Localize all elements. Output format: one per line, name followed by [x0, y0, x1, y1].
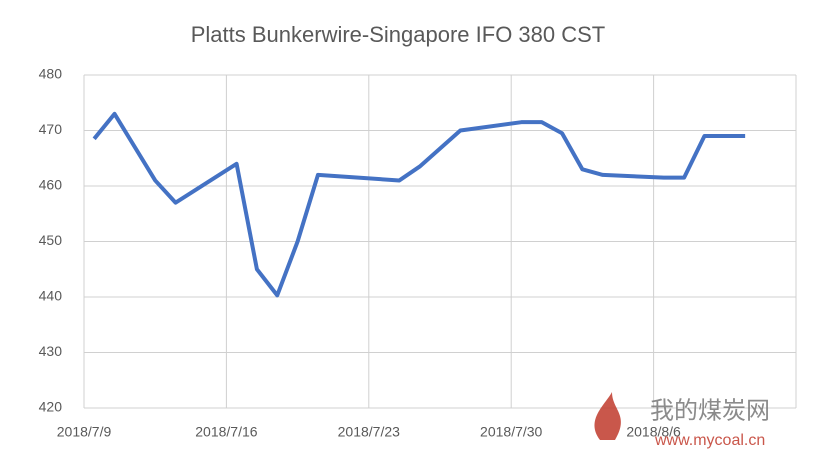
y-tick-label: 470 — [39, 121, 63, 137]
watermark-name: 我的煤炭网 — [650, 397, 770, 424]
chart-title: Platts Bunkerwire-Singapore IFO 380 CST — [191, 22, 606, 47]
y-tick-label: 420 — [39, 399, 63, 415]
watermark-url: www.mycoal.cn — [654, 432, 765, 449]
watermark-logo — [594, 392, 621, 440]
y-tick-label: 440 — [39, 288, 63, 304]
x-tick-label: 2018/8/6 — [626, 424, 681, 440]
y-tick-label: 480 — [39, 66, 63, 82]
x-tick-label: 2018/7/30 — [480, 424, 542, 440]
y-tick-label: 450 — [39, 232, 63, 248]
x-tick-label: 2018/7/16 — [195, 424, 257, 440]
x-tick-label: 2018/7/9 — [57, 424, 112, 440]
y-tick-label: 430 — [39, 343, 63, 359]
y-tick-label: 460 — [39, 177, 63, 193]
x-tick-label: 2018/7/23 — [338, 424, 400, 440]
data-line — [92, 111, 746, 298]
watermark: 我的煤炭网 www.mycoal.cn — [594, 392, 770, 449]
